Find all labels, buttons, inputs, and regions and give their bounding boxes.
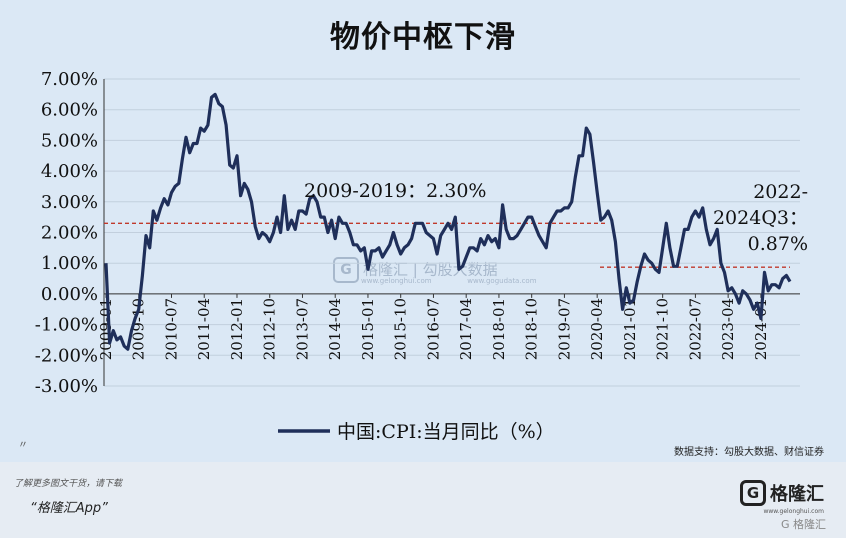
cpi-series-line (104, 92, 792, 351)
chart-panel: 物价中枢下滑 G 格隆汇 | 勾股大数据 www.gelonghui.com ww… (0, 0, 846, 462)
y-tick-label: -3.00% (35, 376, 98, 397)
watermark-url: www.gelonghui.com www.gogudata.com (361, 277, 537, 285)
x-tick-label: 2009-01 (97, 298, 115, 360)
x-tick-label: 2013-07 (293, 298, 311, 360)
brand-name: 格隆汇 (770, 484, 824, 505)
x-tick-label: 2021-01 (621, 298, 639, 360)
gelonghui-logo-icon: G (740, 480, 766, 506)
watermark-name: 格隆汇 (363, 260, 409, 279)
y-tick-label: 7.00% (41, 69, 98, 90)
x-tick-label: 2015-10 (392, 298, 410, 360)
legend-label: 中国:CPI:当月同比（%） (337, 421, 555, 443)
x-tick-label: 2018-10 (523, 298, 541, 360)
x-tick-label: 2011-04 (195, 298, 213, 360)
y-tick-label: -2.00% (35, 345, 98, 366)
corner-logo: G (780, 518, 790, 531)
watermark-url-2: www.gogudata.com (467, 277, 537, 285)
x-tick-label: 2012-10 (261, 298, 279, 360)
footer-promo: 了解更多图文干货，请下载 “格隆汇App” (14, 476, 122, 516)
x-tick-label: 2015-01 (359, 298, 377, 360)
cpi-line-chart: 7.00% 6.00% 5.00% 4.00% 3.00% 2.00% 1.00% 0.00%… (35, 69, 808, 443)
brand-url: www.gelonghui.com (763, 508, 824, 515)
x-tick-label: 2010-07 (162, 298, 180, 360)
y-tick-label: 5.00% (41, 130, 98, 151)
watermark-url-1: www.gelonghui.com (361, 277, 432, 285)
watermark-logo: G (333, 257, 359, 283)
x-tick-label: 2017-04 (457, 298, 475, 360)
x-tick-label: 2016-07 (424, 298, 442, 360)
x-tick-label: 2023-04 (719, 298, 737, 360)
y-tick-label: 1.00% (41, 253, 98, 274)
x-tick-label: 2018-01 (490, 298, 508, 360)
y-tick-label: 4.00% (41, 161, 98, 182)
y-tick-label: 6.00% (41, 100, 98, 121)
y-tick-label: 0.00% (41, 284, 98, 305)
annotation-2009-2019: 2009-2019：2.30% (304, 180, 487, 202)
x-tick-label: 2012-01 (228, 298, 246, 360)
y-tick-label: 3.00% (41, 192, 98, 213)
x-tick-label: 2020-04 (588, 298, 606, 360)
chart-title: 物价中枢下滑 (330, 20, 516, 55)
y-tick-label: 2.00% (41, 223, 98, 244)
annotation-2022-2024-line: 2024Q3： (713, 207, 808, 229)
y-tick-label: -1.00% (35, 315, 98, 336)
corner-watermark: G 格隆汇 (781, 516, 826, 532)
corner-name: 格隆汇 (793, 518, 826, 531)
x-tick-label: 2022-07 (686, 298, 704, 360)
x-tick-label: 2014-04 (326, 298, 344, 360)
watermark-separator: | (412, 260, 418, 279)
x-tick-label: 2019-07 (555, 298, 573, 360)
annotation-2022-2024-line: 2022- (753, 181, 808, 203)
note-mark: 〃 (18, 440, 28, 451)
x-tick-label: 2009-10 (130, 298, 148, 360)
x-tick-label: 2024-01 (752, 298, 770, 360)
promo-text: 了解更多图文干货，请下载 (14, 479, 123, 489)
annotation-2022-2024-line: 0.87% (748, 233, 808, 255)
app-name[interactable]: “格隆汇App” (30, 501, 108, 516)
x-tick-label: 2021-10 (654, 298, 672, 360)
brand-logo-block: G 格隆汇 www.gelonghui.com (740, 480, 824, 515)
source-note: 数据支持：勾股大数据、财信证券 (674, 447, 824, 458)
